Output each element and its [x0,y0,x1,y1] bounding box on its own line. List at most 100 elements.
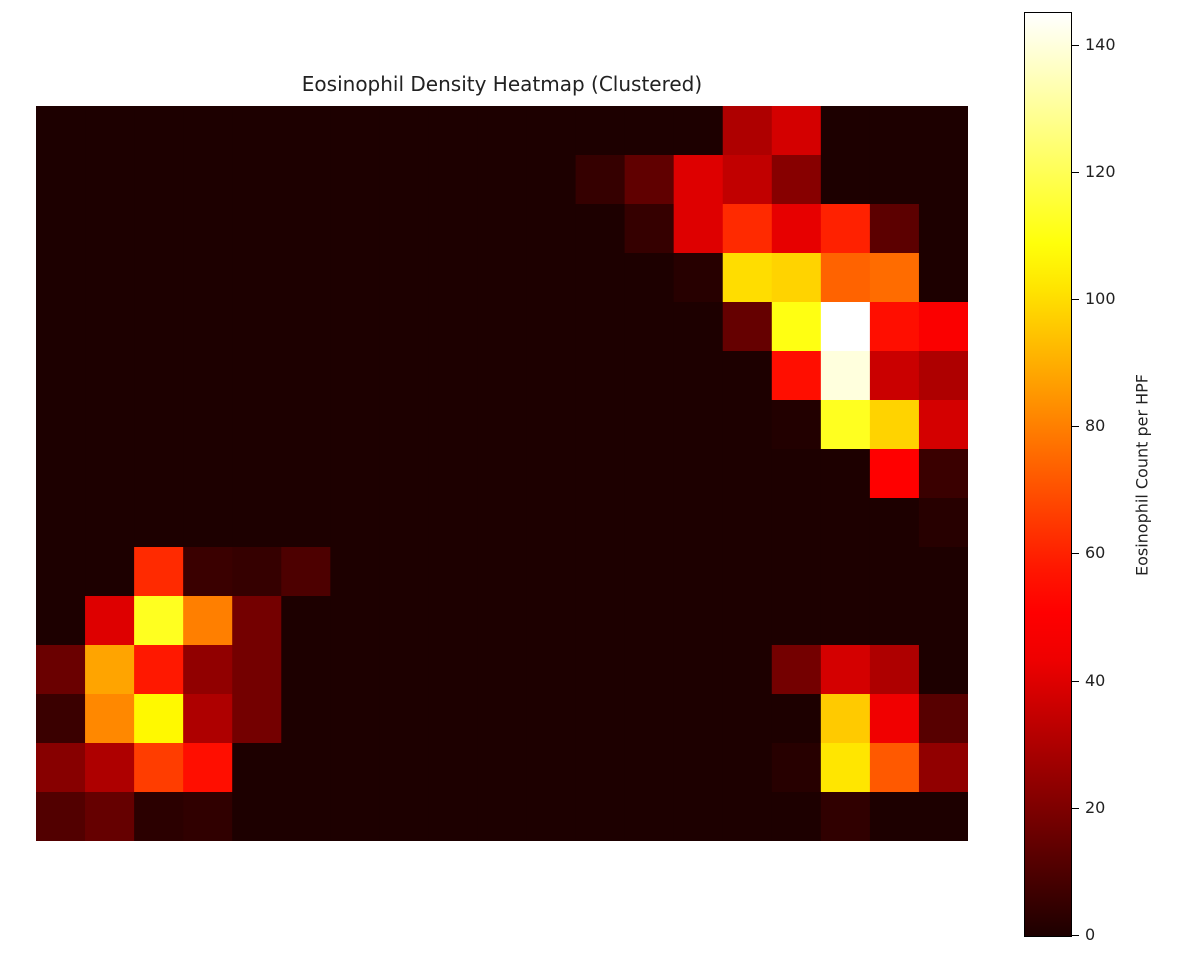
heatmap-cell-r5-c5 [281,351,331,401]
heatmap-cell-r4-c6 [330,302,380,352]
heatmap-cell-r1-c9 [477,155,528,205]
colorbar-gradient [1024,12,1072,937]
heatmap-cell-r8-c16 [820,498,871,548]
heatmap-cell-r2-c14 [722,204,773,254]
heatmap-cell-r7-c6 [330,449,380,499]
heatmap-cell-r3-c2 [134,253,184,303]
heatmap-cell-r0-c1 [85,106,135,156]
heatmap-cell-r5-c3 [183,351,233,401]
colorbar-tick-label: 120 [1085,161,1116,181]
heatmap-cell-r13-c0 [36,743,86,793]
heatmap-cell-r3-c17 [869,253,920,303]
heatmap-cell-r11-c18 [918,645,968,695]
heatmap-cell-r1-c10 [526,155,577,205]
heatmap-cell-r14-c0 [36,792,86,841]
heatmap-cell-r13-c15 [771,743,822,793]
heatmap-cell-r9-c8 [428,547,479,597]
colorbar-tick-mark [1072,171,1079,173]
heatmap-cell-r4-c15 [771,302,822,352]
heatmap-cell-r8-c4 [232,498,282,548]
heatmap-cell-r2-c12 [624,204,675,254]
heatmap-cell-r10-c11 [575,596,626,646]
heatmap-cell-r3-c16 [820,253,871,303]
heatmap-cell-r12-c2 [134,694,184,744]
heatmap-cell-r4-c8 [428,302,479,352]
heatmap-cell-r10-c10 [526,596,577,646]
heatmap-cell-r8-c8 [428,498,479,548]
heatmap-cell-r10-c13 [673,596,724,646]
heatmap-cell-r12-c7 [379,694,430,744]
heatmap-cell-r13-c17 [869,743,920,793]
heatmap-cell-r7-c18 [918,449,968,499]
heatmap-cell-r8-c18 [918,498,968,548]
colorbar-tick-label: 140 [1085,34,1116,54]
heatmap-cell-r0-c11 [575,106,626,156]
heatmap-cell-r0-c12 [624,106,675,156]
heatmap-cell-r1-c6 [330,155,380,205]
heatmap-cell-r4-c16 [820,302,871,352]
heatmap-cell-r2-c16 [820,204,871,254]
heatmap-cell-r7-c11 [575,449,626,499]
heatmap-cell-r3-c4 [232,253,282,303]
heatmap-cell-r9-c14 [722,547,773,597]
heatmap-cell-r6-c16 [820,400,871,450]
heatmap-cell-r6-c9 [477,400,528,450]
heatmap-cell-r13-c18 [918,743,968,793]
heatmap-cell-r13-c11 [575,743,626,793]
heatmap-cell-r5-c9 [477,351,528,401]
heatmap-cell-r9-c10 [526,547,577,597]
heatmap-cell-r6-c0 [36,400,86,450]
heatmap-cell-r4-c7 [379,302,430,352]
heatmap-cell-r3-c13 [673,253,724,303]
colorbar-tick-label: 20 [1085,797,1106,817]
heatmap-cell-r1-c13 [673,155,724,205]
heatmap-cell-r0-c0 [36,106,86,156]
heatmap-cell-r4-c12 [624,302,675,352]
heatmap-cell-r7-c10 [526,449,577,499]
heatmap-cell-r7-c13 [673,449,724,499]
heatmap-cell-r0-c5 [281,106,331,156]
heatmap-cell-r4-c3 [183,302,233,352]
heatmap-cell-r14-c3 [183,792,233,841]
heatmap-cell-r14-c2 [134,792,184,841]
heatmap-cell-r4-c17 [869,302,920,352]
heatmap-cell-r9-c2 [134,547,184,597]
heatmap-cell-r13-c2 [134,743,184,793]
heatmap-cell-r14-c9 [477,792,528,841]
heatmap-cell-r13-c1 [85,743,135,793]
heatmap-cell-r2-c10 [526,204,577,254]
heatmap-cell-r0-c9 [477,106,528,156]
heatmap-cell-r6-c13 [673,400,724,450]
heatmap-cell-r1-c14 [722,155,773,205]
heatmap-cell-r13-c4 [232,743,282,793]
heatmap-cell-r1-c11 [575,155,626,205]
heatmap-cell-r10-c3 [183,596,233,646]
heatmap-cell-r0-c8 [428,106,479,156]
heatmap-cell-r11-c11 [575,645,626,695]
heatmap-cell-r3-c10 [526,253,577,303]
heatmap-cell-r6-c2 [134,400,184,450]
heatmap-cell-r8-c2 [134,498,184,548]
heatmap-cell-r0-c13 [673,106,724,156]
heatmap-cell-r14-c8 [428,792,479,841]
heatmap-cell-r5-c13 [673,351,724,401]
heatmap-cell-r8-c9 [477,498,528,548]
heatmap-cell-r2-c9 [477,204,528,254]
colorbar-tick-mark [1072,44,1079,46]
heatmap-cell-r5-c12 [624,351,675,401]
heatmap-cell-r3-c11 [575,253,626,303]
heatmap-cell-r3-c14 [722,253,773,303]
heatmap-cell-r5-c7 [379,351,430,401]
heatmap-cell-r14-c12 [624,792,675,841]
heatmap-cell-r2-c13 [673,204,724,254]
heatmap-cell-r3-c12 [624,253,675,303]
colorbar-tick-mark [1072,553,1079,555]
heatmap-cell-r12-c14 [722,694,773,744]
heatmap-cell-r3-c9 [477,253,528,303]
heatmap-cell-r13-c14 [722,743,773,793]
heatmap-cell-r9-c4 [232,547,282,597]
heatmap-cell-r1-c5 [281,155,331,205]
heatmap-cell-r10-c17 [869,596,920,646]
heatmap-cell-r14-c4 [232,792,282,841]
heatmap-cell-r8-c12 [624,498,675,548]
